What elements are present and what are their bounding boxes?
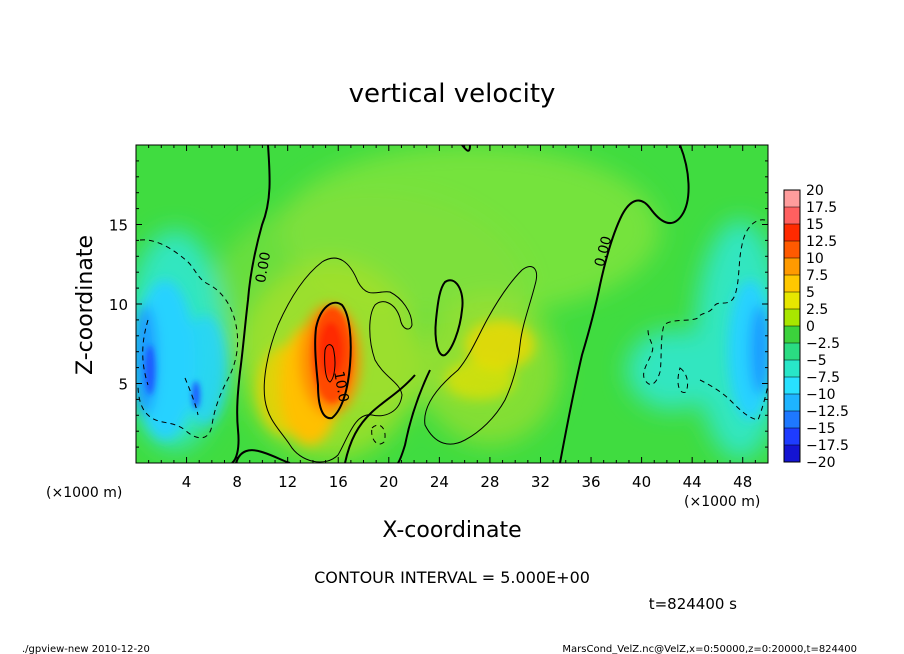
footer-left-text: ./gpview-new 2010-12-20	[22, 644, 150, 654]
x-tick-label-10: 44	[683, 473, 702, 491]
colorbar-label-6: 5	[806, 285, 815, 301]
colorbar-label-4: 10	[806, 251, 824, 267]
colorbar-swatch-0	[784, 190, 800, 207]
colorbar-swatch-10	[784, 360, 800, 377]
x-axis-label: X-coordinate	[382, 518, 521, 543]
x-tick-label-11: 48	[733, 473, 752, 491]
colorbar-label-9: −2.5	[806, 336, 840, 352]
x-tick-label-2: 12	[278, 473, 297, 491]
contour-fifteen	[324, 344, 336, 383]
colorbar-label-12: −10	[806, 387, 836, 403]
colorbar-swatch-14	[784, 428, 800, 445]
contour-negative-right	[643, 219, 768, 421]
colorbar-swatch-2	[784, 224, 800, 241]
footer-right-text: MarsCond_VelZ.nc@VelZ,x=0:50000,z=0:2000…	[562, 644, 857, 654]
y-tick-label-1: 10	[109, 296, 128, 314]
x-tick-label-6: 28	[480, 473, 499, 491]
contour-label-1: 0.00	[592, 234, 616, 268]
contour-five-right	[424, 266, 537, 445]
colorbar-swatch-8	[784, 326, 800, 343]
colorbar-label-5: 7.5	[806, 268, 828, 284]
colorbar-label-8: 0	[806, 319, 815, 335]
colorbar-swatch-11	[784, 377, 800, 394]
x-tick-label-8: 36	[581, 473, 600, 491]
colorbar-swatch-1	[784, 207, 800, 224]
colorbar: 2017.51512.5107.552.50−2.5−5−7.5−10−12.5…	[783, 183, 849, 471]
colorbar-swatch-15	[784, 445, 800, 462]
x-tick-label-9: 40	[632, 473, 651, 491]
contour-zero-top	[461, 145, 471, 152]
x-tick-label-4: 20	[379, 473, 398, 491]
contour-zero-island	[434, 279, 464, 357]
contour-lines	[137, 145, 768, 463]
colorbar-swatch-3	[784, 241, 800, 258]
x-tick-label-1: 8	[232, 473, 242, 491]
contour-negative-left	[137, 239, 386, 445]
colorbar-swatch-9	[784, 343, 800, 360]
x-unit-label-left: (×1000 m)	[46, 485, 122, 501]
colorbar-label-13: −12.5	[806, 404, 849, 420]
x-tick-label-7: 32	[531, 473, 550, 491]
chart-title: vertical velocity	[349, 79, 556, 109]
colorbar-label-1: 17.5	[806, 200, 837, 216]
contour-zero-left	[231, 145, 271, 463]
y-axis-label: Z-coordinate	[73, 235, 98, 375]
colorbar-swatch-6	[784, 292, 800, 309]
x-axis: 4 8 12 16 20 24 28 32 36 40 44 48	[148, 145, 756, 491]
x-tick-label-5: 24	[430, 473, 449, 491]
contour-labels: 0.00 0.00 10.0	[253, 234, 615, 403]
colorbar-label-2: 15	[806, 217, 824, 233]
colorbar-swatch-12	[784, 394, 800, 411]
colorbar-swatch-13	[784, 411, 800, 428]
contour-five-left	[263, 257, 413, 463]
contour-label-0: 0.00	[253, 251, 274, 284]
contour-ten	[314, 301, 352, 420]
y-tick-label-2: 15	[109, 217, 128, 235]
colorbar-label-11: −7.5	[806, 370, 840, 386]
colorbar-label-14: −15	[806, 421, 836, 437]
colorbar-label-10: −5	[806, 353, 827, 369]
colorbar-label-0: 20	[806, 183, 824, 199]
contour-zero-center	[397, 369, 431, 463]
heatmap-field	[136, 145, 768, 463]
x-unit-label-right: (×1000 m)	[684, 494, 760, 510]
contour-interval-text: CONTOUR INTERVAL = 5.000E+00	[314, 568, 590, 587]
contour-zero-bottom-left	[235, 449, 291, 463]
colorbar-swatch-4	[784, 258, 800, 275]
x-tick-label-0: 4	[182, 473, 192, 491]
contour-zero-bottom-center	[344, 374, 416, 463]
y-tick-label-0: 5	[118, 376, 128, 394]
colorbar-label-7: 2.5	[806, 302, 828, 318]
colorbar-label-3: 12.5	[806, 234, 837, 250]
y-axis: 5 10 15	[109, 160, 768, 448]
colorbar-swatch-5	[784, 275, 800, 292]
time-label: t=824400 s	[649, 595, 737, 613]
colorbar-swatch-7	[784, 309, 800, 326]
x-tick-label-3: 16	[329, 473, 348, 491]
contour-label-2: 10.0	[330, 370, 351, 403]
contour-zero-right	[559, 145, 690, 463]
colorbar-label-15: −17.5	[806, 438, 849, 454]
colorbar-label-16: −20	[806, 455, 836, 471]
